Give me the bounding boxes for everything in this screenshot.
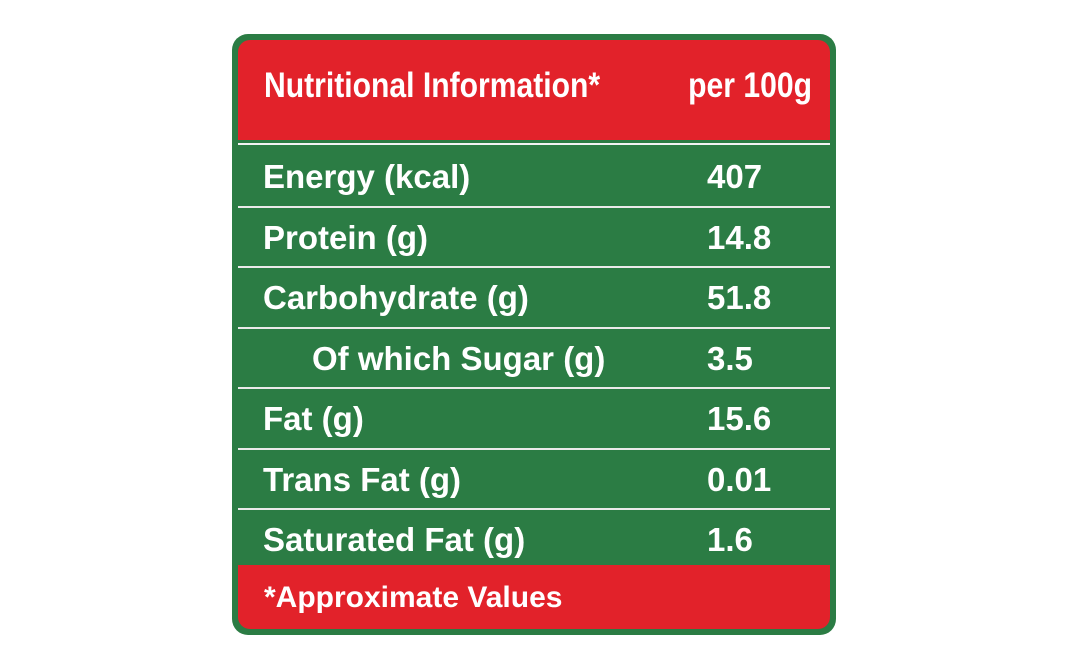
nutrient-value: 1.6 bbox=[707, 521, 753, 558]
nutrient-table: Energy (kcal) 407 Protein (g) 14.8 Carbo… bbox=[238, 147, 830, 571]
nutrient-value: 51.8 bbox=[707, 279, 772, 316]
nutrient-row: Carbohydrate (g) 51.8 bbox=[238, 268, 830, 329]
header-divider bbox=[238, 143, 830, 145]
nutrient-row: Of which Sugar (g) 3.5 bbox=[238, 329, 830, 389]
nutrient-value: 407 bbox=[707, 158, 763, 195]
nutrient-row: Fat (g) 15.6 bbox=[238, 389, 830, 450]
nutrient-row: Energy (kcal) 407 bbox=[238, 147, 830, 208]
per-serving-label: per 100g bbox=[688, 66, 812, 105]
nutrient-row: Saturated Fat (g) 1.6 bbox=[238, 510, 830, 571]
nutrient-label: Saturated Fat (g) bbox=[263, 521, 526, 558]
nutrient-label: Energy (kcal) bbox=[263, 158, 471, 195]
nutrient-label: Carbohydrate (g) bbox=[263, 279, 529, 316]
nutrient-value: 14.8 bbox=[707, 218, 772, 256]
nutrient-row: Trans Fat (g) 0.01 bbox=[238, 450, 830, 510]
nutrient-label: Protein (g) bbox=[263, 218, 428, 256]
nutrition-panel: Nutritional Information* per 100g Energy… bbox=[232, 34, 836, 635]
panel-header: Nutritional Information* per 100g bbox=[238, 40, 830, 140]
nutrient-value: 15.6 bbox=[707, 400, 772, 437]
nutrient-label: Fat (g) bbox=[263, 400, 364, 437]
nutrient-label: Of which Sugar (g) bbox=[312, 339, 606, 377]
panel-footer: *Approximate Values bbox=[238, 565, 830, 629]
nutrient-label: Trans Fat (g) bbox=[263, 460, 462, 498]
footnote: *Approximate Values bbox=[264, 581, 563, 614]
nutrient-row: Protein (g) 14.8 bbox=[238, 208, 830, 268]
panel-title: Nutritional Information* bbox=[264, 66, 601, 105]
nutrient-value: 3.5 bbox=[707, 339, 753, 377]
nutrient-value: 0.01 bbox=[707, 460, 772, 498]
